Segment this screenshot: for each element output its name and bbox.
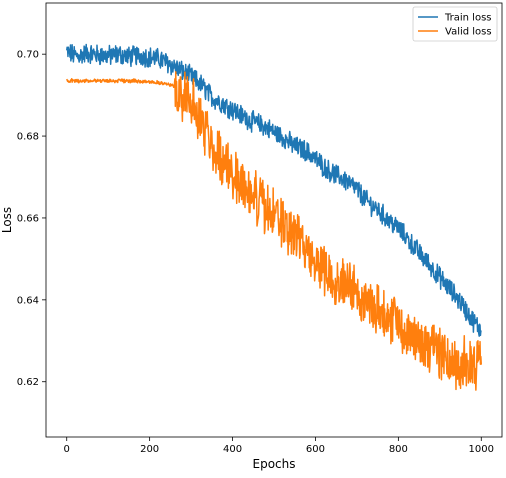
x-tick-label: 800 xyxy=(389,444,408,455)
axes-layer: 0 200 400 600 800 1000 0.62 0.64 0.66 0.68 0.70 xyxy=(17,2,503,455)
y-tick-label: 0.62 xyxy=(17,377,39,388)
y-tick-label: 0.68 xyxy=(17,132,39,143)
plot-frame xyxy=(45,2,503,438)
x-tick-label: 0 xyxy=(64,444,70,455)
x-tick-label: 400 xyxy=(223,444,242,455)
legend: Train loss Valid loss xyxy=(412,6,498,42)
y-axis-label: Loss xyxy=(0,207,14,233)
x-tick-label: 200 xyxy=(140,444,159,455)
legend-box xyxy=(412,6,498,42)
x-tick-label: 600 xyxy=(306,444,325,455)
legend-label-valid-loss: Valid loss xyxy=(445,27,492,38)
x-axis-label: Epochs xyxy=(253,457,296,471)
y-tick-label: 0.64 xyxy=(17,295,39,306)
y-tick-label: 0.70 xyxy=(17,50,39,61)
x-tick-label: 1000 xyxy=(469,444,494,455)
legend-label-train-loss: Train loss xyxy=(444,13,492,24)
series-line-train-loss xyxy=(65,43,482,337)
series-line-valid-loss xyxy=(66,71,483,391)
series-layer xyxy=(65,43,483,391)
y-tick-label: 0.66 xyxy=(17,213,39,224)
